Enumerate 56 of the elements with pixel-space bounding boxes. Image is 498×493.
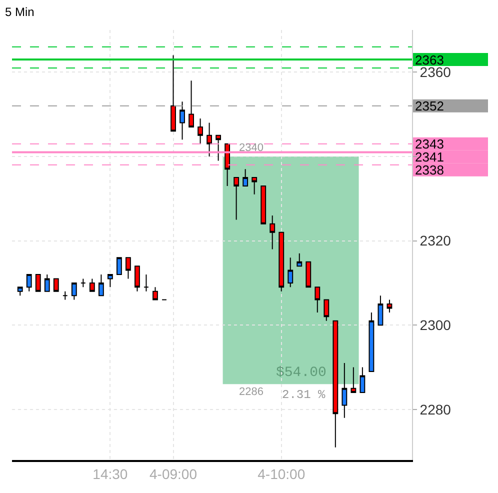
- candlestick: [350, 366, 356, 394]
- candlestick: [386, 299, 392, 313]
- candlestick: [360, 366, 366, 394]
- candlestick: [252, 177, 258, 195]
- candlestick: [368, 312, 374, 372]
- candlestick: [53, 278, 59, 292]
- candlestick: [71, 282, 77, 300]
- candlestick: [17, 286, 23, 296]
- candlestick: [80, 278, 86, 288]
- candlestick: [306, 261, 312, 288]
- x-tick-label: 4-10:00: [258, 466, 306, 482]
- candlestick: [260, 185, 266, 224]
- candlestick: [26, 274, 32, 292]
- ref-line-label: 2341: [415, 150, 444, 164]
- candlestick: [206, 122, 212, 157]
- candlestick: [180, 101, 185, 140]
- candlestick: [278, 232, 284, 292]
- annotation: $54.00: [276, 365, 326, 381]
- ref-line-label: 2338: [415, 162, 444, 178]
- candlestick: [126, 257, 131, 280]
- y-tick-label: 2320: [420, 232, 452, 249]
- candlestick: [116, 257, 122, 276]
- candlestick: [170, 54, 176, 132]
- candlestick: [378, 295, 384, 326]
- ref-line-label: 2343: [415, 136, 444, 152]
- candlestick: [296, 252, 302, 267]
- candlestick: [234, 177, 240, 220]
- y-tick-label: 2280: [420, 401, 452, 418]
- candlestick: [98, 274, 104, 296]
- candlestick: [216, 134, 222, 162]
- ref-line-label: 2352: [415, 98, 444, 114]
- x-tick-label: 4-09:00: [150, 466, 198, 482]
- candlestick: [188, 80, 194, 128]
- chart-title: 5 Min: [4, 4, 34, 19]
- annotation: 2340: [239, 142, 264, 154]
- y-tick-label: 2300: [420, 317, 452, 333]
- candlestick: [342, 362, 348, 418]
- candlestick: [270, 214, 276, 250]
- candlestick: [89, 278, 95, 292]
- candlestick: [224, 143, 230, 186]
- x-tick-label: 14:30: [92, 466, 128, 482]
- candlestick: [198, 118, 203, 144]
- candlestick: [314, 286, 320, 313]
- candlestick: [332, 320, 338, 448]
- annotation: 2.31 %: [282, 388, 326, 402]
- candlestick: [288, 257, 294, 288]
- candlestick: [62, 290, 68, 300]
- candlestick: [242, 168, 248, 186]
- annotation: 2286: [239, 386, 264, 398]
- candlestick: [35, 274, 41, 292]
- candlestick: [134, 266, 140, 292]
- candlestick: [107, 274, 113, 288]
- candlestick: [144, 274, 149, 292]
- candlestick: [324, 299, 330, 322]
- candlestick: [44, 274, 50, 292]
- candlestick: [152, 286, 158, 300]
